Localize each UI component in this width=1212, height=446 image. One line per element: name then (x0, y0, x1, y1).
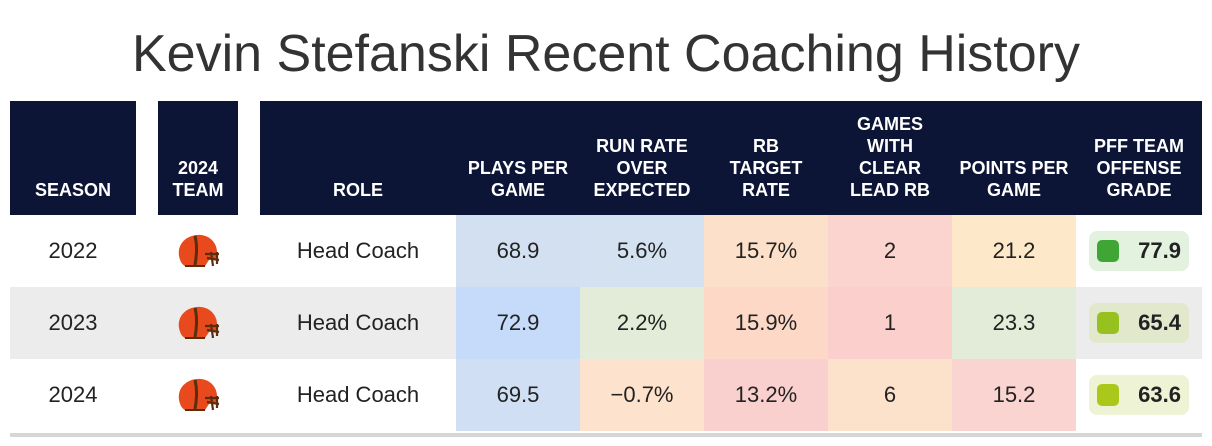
cell-season: 2024 (10, 359, 136, 431)
header-run-rate-over-expected: RUN RATE OVER EXPECTED (580, 101, 704, 215)
grade-value: 65.4 (1138, 310, 1181, 335)
coaching-history-table: SEASON 2024 TEAM ROLE PLAYS PER GAME RUN… (10, 101, 1202, 431)
cell-pff-team-offense-grade: 77.9 (1076, 215, 1202, 287)
grade-indicator (1097, 384, 1119, 406)
cell-games-with-clear-lead-rb: 6 (828, 359, 952, 431)
cell-rb-target-rate: 13.2% (704, 359, 828, 431)
cell-team (136, 359, 260, 431)
grade-badge: 63.6 (1089, 375, 1189, 415)
table-bottom-border (10, 433, 1202, 437)
cell-plays-per-game: 68.9 (456, 215, 580, 287)
header-team: 2024 TEAM (158, 101, 238, 215)
grade-badge: 65.4 (1089, 303, 1189, 343)
header-pff-team-offense-grade: PFF TEAM OFFENSE GRADE (1076, 101, 1202, 215)
browns-helmet-icon (178, 234, 220, 267)
grade-indicator (1097, 312, 1119, 334)
cell-team (136, 287, 260, 359)
cell-season: 2022 (10, 215, 136, 287)
grade-value: 63.6 (1138, 382, 1181, 407)
browns-helmet-icon (178, 306, 220, 339)
header-points-per-game: POINTS PER GAME (952, 101, 1076, 215)
grade-badge: 77.9 (1089, 231, 1189, 271)
cell-team (136, 215, 260, 287)
header-role: ROLE (260, 101, 456, 215)
header-games-with-clear-lead-rb: GAMES WITH CLEAR LEAD RB (828, 101, 952, 215)
cell-points-per-game: 21.2 (952, 215, 1076, 287)
cell-role: Head Coach (260, 287, 456, 359)
cell-games-with-clear-lead-rb: 1 (828, 287, 952, 359)
grade-value: 77.9 (1138, 238, 1181, 263)
cell-points-per-game: 15.2 (952, 359, 1076, 431)
cell-games-with-clear-lead-rb: 2 (828, 215, 952, 287)
cell-pff-team-offense-grade: 65.4 (1076, 287, 1202, 359)
cell-plays-per-game: 72.9 (456, 287, 580, 359)
browns-helmet-icon (178, 378, 220, 411)
cell-points-per-game: 23.3 (952, 287, 1076, 359)
cell-role: Head Coach (260, 215, 456, 287)
cell-run-rate-over-expected: 2.2% (580, 287, 704, 359)
cell-rb-target-rate: 15.7% (704, 215, 828, 287)
cell-rb-target-rate: 15.9% (704, 287, 828, 359)
cell-pff-team-offense-grade: 63.6 (1076, 359, 1202, 431)
cell-run-rate-over-expected: −0.7% (580, 359, 704, 431)
header-season: SEASON (10, 101, 136, 215)
cell-season: 2023 (10, 287, 136, 359)
grade-indicator (1097, 240, 1119, 262)
header-plays-per-game: PLAYS PER GAME (456, 101, 580, 215)
header-rb-target-rate: RB TARGET RATE (704, 101, 828, 215)
cell-role: Head Coach (260, 359, 456, 431)
page-title: Kevin Stefanski Recent Coaching History (131, 25, 1080, 83)
cell-plays-per-game: 69.5 (456, 359, 580, 431)
cell-run-rate-over-expected: 5.6% (580, 215, 704, 287)
